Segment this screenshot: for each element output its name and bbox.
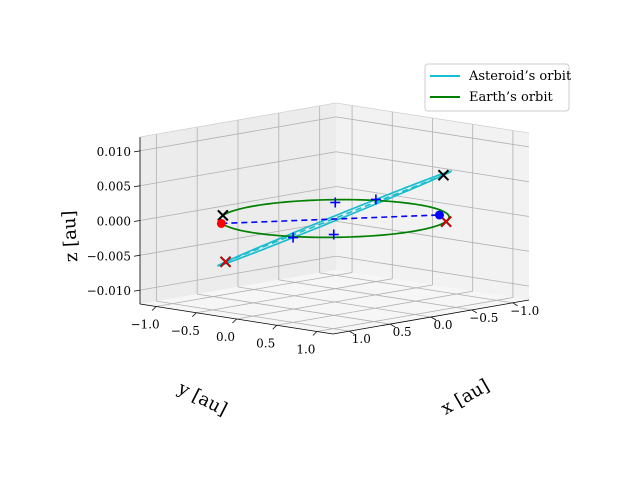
x-tick-0 (151, 306, 157, 311)
x-tick-label-4: 1.0 (296, 343, 315, 357)
marker-dot-6 (216, 218, 226, 228)
x-tick-3 (272, 324, 277, 330)
x-tick-label-2: 0.0 (216, 330, 235, 344)
marker-x-stroke-b (220, 256, 232, 268)
grid-z-left-0 (139, 255, 337, 291)
marker-x-5 (440, 216, 452, 228)
z-tick-2 (133, 220, 141, 222)
grid-z-right-2 (335, 186, 530, 217)
z-tick-1 (133, 254, 141, 257)
grid-z-right-4 (335, 116, 530, 148)
y-tick-1 (471, 309, 478, 314)
x-tick-1 (192, 312, 197, 318)
grid-z-right-3 (335, 151, 530, 183)
marker-plus-11 (330, 197, 341, 208)
z-tick-label-2: 0.000 (97, 215, 131, 229)
pane-top-edge-right (335, 102, 530, 134)
marker-x-stroke-b (217, 209, 229, 222)
grid-y-floor-2 (237, 286, 432, 318)
x-tick-4 (312, 331, 318, 336)
y-tick-3 (389, 323, 396, 328)
x-tick-2 (232, 318, 237, 324)
grid-y-floor-4 (156, 300, 350, 332)
marker-plus-10 (328, 229, 339, 240)
grid-z-right-0 (335, 255, 530, 287)
y-tick-label-4: 1.0 (352, 332, 371, 346)
marker-x-stroke-b (437, 169, 450, 181)
marker-dot-7 (434, 210, 444, 220)
legend-label-asteroid: Asteroid’s orbit (468, 69, 572, 84)
grid-z-left-3 (139, 151, 337, 187)
legend-label-earth: Earth’s orbit (469, 90, 554, 105)
grid-z-left-2 (139, 186, 337, 221)
marker-plus-8 (288, 232, 299, 243)
z-tick-label-4: 0.010 (97, 145, 131, 159)
grid-y-floor-1 (278, 279, 472, 311)
x-tick-label-3: 0.5 (256, 336, 275, 350)
orbit-line-1 (219, 198, 450, 239)
legend-frame (424, 63, 570, 112)
data-markers (216, 169, 452, 268)
y-axis-label: y [au] (174, 377, 231, 420)
z-tick-0 (133, 289, 141, 292)
legend: Asteroid’s orbit Earth’s orbit (424, 63, 572, 112)
x-tick-label-1: −0.5 (171, 324, 200, 338)
y-tick-label-2: 0.0 (433, 318, 452, 332)
marker-x-4 (220, 256, 232, 268)
grid-y-floor-3 (197, 293, 391, 325)
marker-x-1 (437, 169, 450, 181)
z-tick-3 (133, 185, 141, 188)
z-tick-label-1: −0.005 (87, 249, 131, 263)
z-tick-label-0: −0.010 (87, 284, 131, 298)
y-tick-label-1: −0.5 (469, 311, 498, 325)
y-tick-label-3: 0.5 (393, 325, 412, 339)
dashed-line-1 (221, 214, 440, 225)
x-tick-label-0: −1.0 (131, 318, 160, 332)
y-tick-label-0: −1.0 (510, 304, 539, 318)
y-tick-0 (512, 302, 518, 307)
z-axis-label: z [au] (59, 210, 83, 263)
grid-z-left-4 (139, 116, 337, 152)
marker-x-stroke-b (440, 216, 452, 228)
grid-z-right-1 (335, 220, 530, 252)
grid-z-left-1 (139, 220, 337, 256)
pane-top-edge-left (139, 102, 337, 138)
y-tick-2 (430, 316, 437, 321)
grid-y-floor-0 (319, 272, 513, 304)
axis-ticks: −1.0 −0.5 0.0 0.5 1.0 −1.0 −0.5 0.0 0.5 1.0 −0.010… (87, 145, 540, 357)
y-tick-4 (349, 330, 355, 335)
dashed-line-0 (225, 174, 444, 263)
grid-lines (139, 105, 530, 332)
x-axis-label: x [au] (437, 375, 493, 419)
marker-plus-9 (370, 194, 381, 205)
z-tick-label-3: 0.005 (97, 180, 131, 194)
marker-x-2 (217, 209, 229, 222)
z-tick-4 (133, 150, 141, 153)
